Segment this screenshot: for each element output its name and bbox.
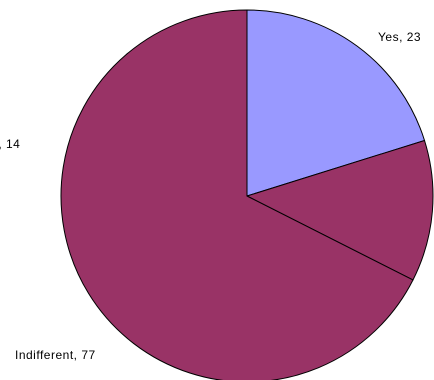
pie-slice-indifferent <box>60 9 414 380</box>
pie-label-indifferent: Indifferent, 77 <box>15 348 96 362</box>
pie-label-yes: Yes, 23 <box>378 30 421 44</box>
pie-slices <box>60 9 434 380</box>
pie-label-no: No, 14 <box>0 137 20 151</box>
pie-labels: Yes, 23 No, 14 Indifferent, 77 <box>0 30 421 362</box>
pie-slice-no <box>245 139 434 281</box>
pie-slice-yes <box>246 9 426 197</box>
